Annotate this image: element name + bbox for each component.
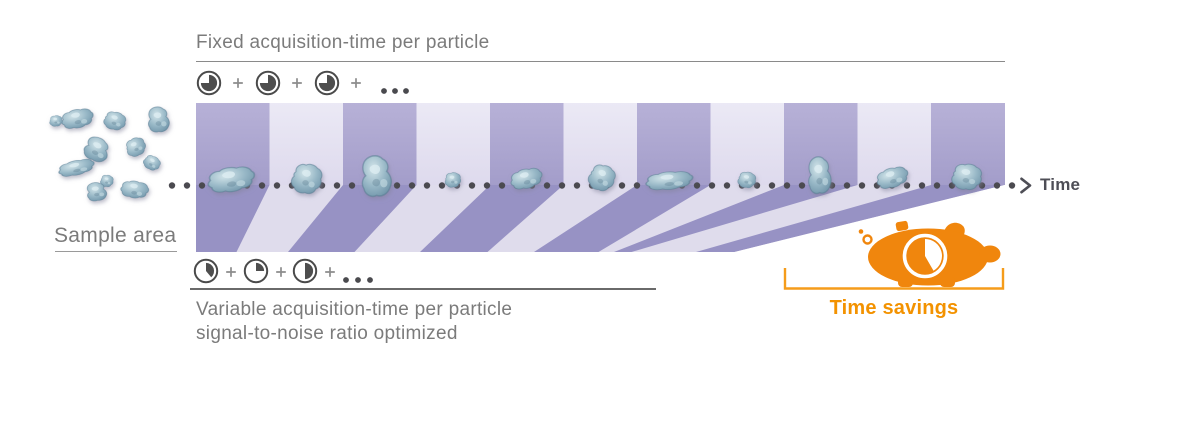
variable-time-stripes xyxy=(196,185,1005,252)
piggy-bank-icon xyxy=(858,220,1001,287)
plus-icon xyxy=(275,266,287,278)
variable-clock-row xyxy=(193,258,373,284)
plus-icon xyxy=(324,266,336,278)
time-savings-label: Time savings xyxy=(829,297,959,319)
ellipsis-dot xyxy=(381,88,387,94)
chevron-right-icon xyxy=(1020,177,1032,194)
fixed-clock-icon xyxy=(314,70,340,96)
sample-particle xyxy=(59,106,96,132)
sample-particle xyxy=(119,178,151,201)
sample-particle xyxy=(49,115,63,127)
sample-particle xyxy=(147,106,170,133)
fixed-acquisition-label: Fixed acquisition-time per particle xyxy=(196,32,490,53)
sample-particle-cluster xyxy=(49,106,170,203)
sample-area-label: Sample area xyxy=(54,224,177,247)
ellipsis-dot xyxy=(403,88,409,94)
sample-particle xyxy=(101,108,129,133)
timeline-particle xyxy=(444,172,462,188)
plus-icon xyxy=(232,77,244,89)
timeline-particle xyxy=(807,155,833,195)
variable-acquisition-label: Variable acquisition-time per particle xyxy=(196,299,513,320)
ellipsis-dot xyxy=(392,88,398,94)
plus-icon xyxy=(350,77,362,89)
plus-icon xyxy=(225,266,237,278)
ellipsis-dot xyxy=(367,277,373,283)
time-savings-bracket xyxy=(783,268,1005,290)
variable-rule xyxy=(190,288,656,290)
ellipsis-dot xyxy=(343,277,349,283)
timeline-particle xyxy=(361,154,393,198)
snr-optimized-label: signal-to-noise ratio optimized xyxy=(196,323,458,344)
ellipsis-dot xyxy=(355,277,361,283)
sample-particle xyxy=(56,156,97,180)
fixed-clock-row xyxy=(196,70,409,96)
fixed-rule xyxy=(196,61,1005,62)
sample-area-underline xyxy=(55,251,177,252)
plus-icon xyxy=(291,77,303,89)
variable-clock-icon xyxy=(292,258,318,284)
variable-clock-icon xyxy=(243,258,269,284)
sample-particle xyxy=(123,134,149,160)
variable-clock-icon xyxy=(193,258,219,284)
time-axis-label: Time xyxy=(1040,175,1081,194)
pig-clock-icon xyxy=(902,233,948,279)
sample-particle xyxy=(140,152,164,174)
fixed-clock-icon xyxy=(255,70,281,96)
fixed-clock-icon xyxy=(196,70,222,96)
